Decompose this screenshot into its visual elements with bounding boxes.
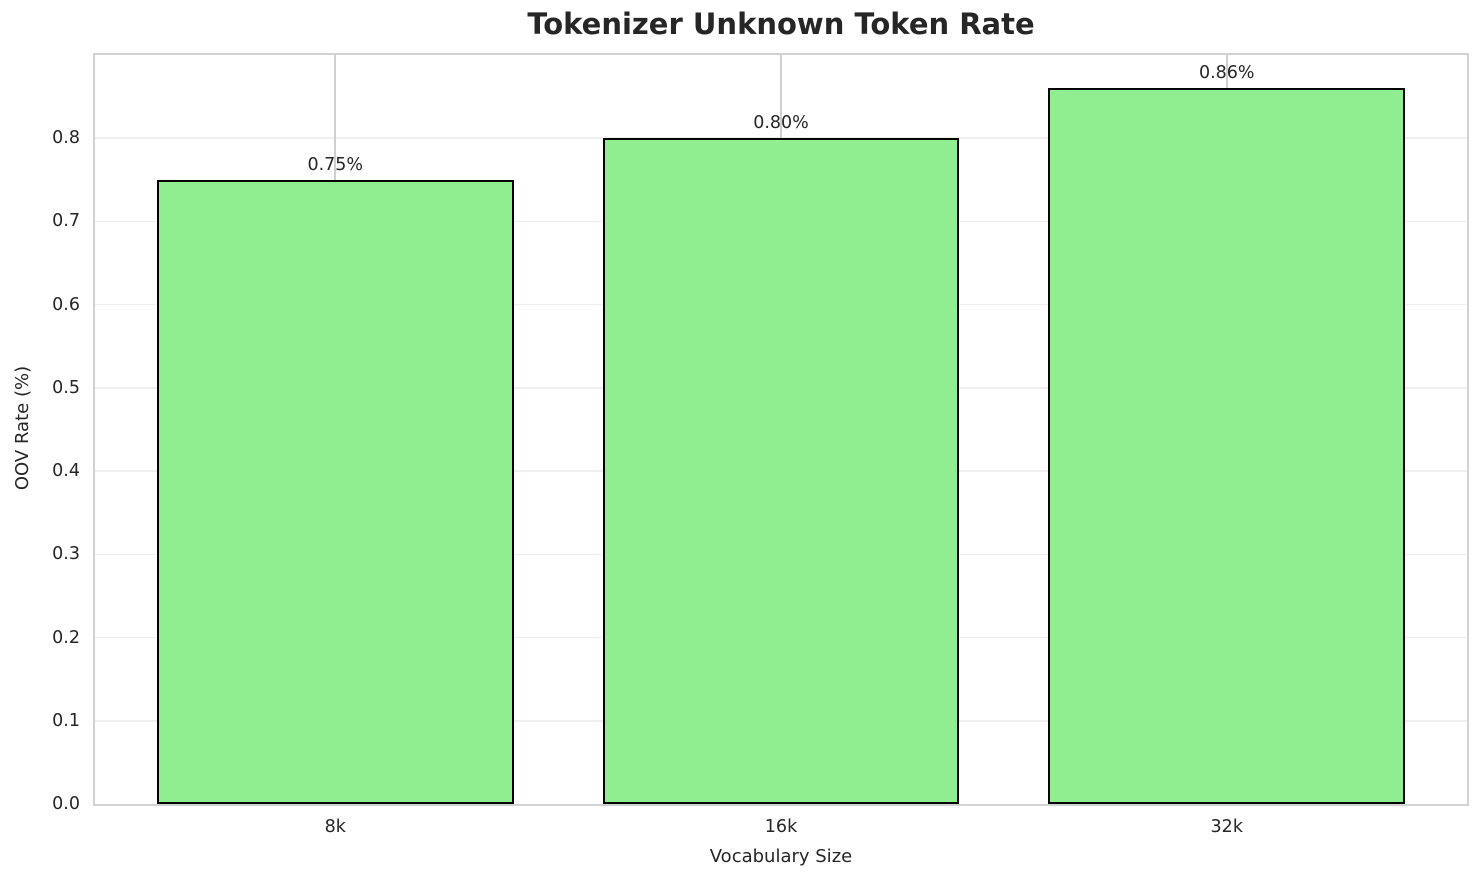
bar-value-label: 0.80% [753,113,809,134]
y-tick-label: 0.0 [52,794,80,814]
bar [156,179,514,804]
x-axis-label: Vocabulary Size [709,846,853,867]
bar-value-label: 0.86% [1198,63,1255,84]
y-tick-label: 0.8 [52,128,80,149]
y-tick-label: 0.1 [52,710,80,731]
bar-value-label: 0.75% [307,154,364,175]
y-axis-label: OOV Rate (%) [12,365,33,491]
y-tick-label: 0.3 [52,544,80,565]
y-tick-label: 0.5 [52,377,80,398]
y-tick-label: 0.2 [52,627,80,648]
bar [602,138,960,804]
plot-area: 0.0 0.1 0.2 0.3 0.4 0.5 0.6 0.7 0.8 0.75% 8k 0.80% 1… [52,53,1469,837]
x-tick-label: 8k [324,817,346,837]
y-tick-label: 0.6 [52,294,80,315]
y-tick-label: 0.7 [52,211,80,232]
x-tick-label: 16k [764,817,798,837]
bar [1048,88,1406,804]
chart-title: Tokenizer Unknown Token Rate [527,7,1035,41]
x-tick-label: 32k [1210,817,1243,837]
y-tick-label: 0.4 [52,461,80,482]
